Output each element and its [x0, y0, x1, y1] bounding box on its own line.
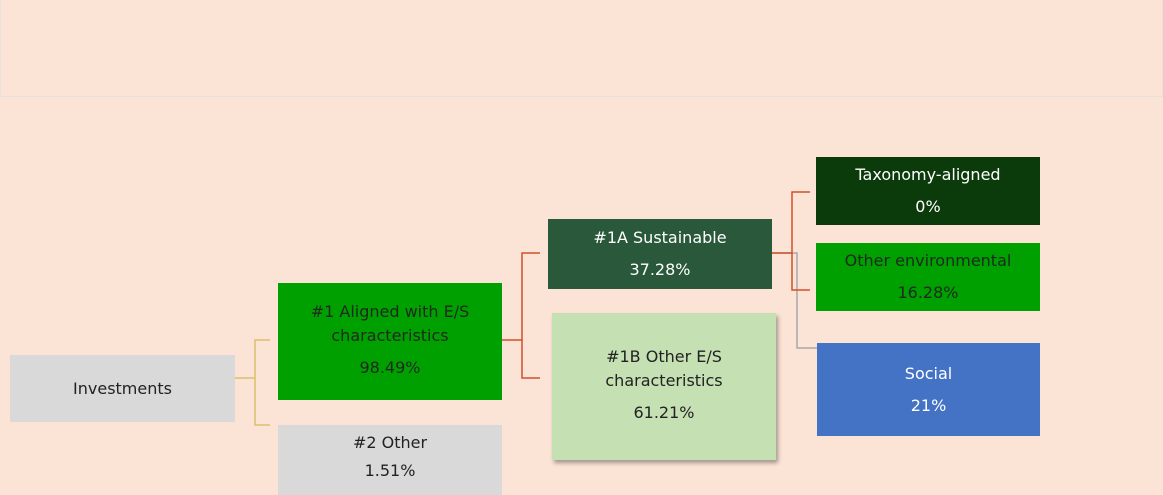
node-value: 1.51% — [364, 461, 416, 480]
node-label: #1A Sustainable — [593, 228, 727, 247]
connector — [791, 253, 810, 291]
node-value: 37.28% — [629, 260, 691, 279]
node-taxonomy: Taxonomy-aligned 0% — [816, 157, 1040, 225]
connector — [254, 339, 270, 426]
node-social: Social 21% — [817, 343, 1040, 436]
node-label: Other environmental — [844, 251, 1012, 270]
node-label: #1 Aligned with E/S characteristics — [310, 301, 470, 345]
node-label: Social — [904, 363, 953, 383]
node-value: 16.28% — [897, 283, 959, 302]
connector — [772, 191, 810, 254]
node-other-es: #1B Other E/S characteristics 61.21% — [552, 313, 776, 460]
node-value: 0% — [915, 197, 941, 216]
connector — [502, 252, 540, 341]
node-investments: Investments — [10, 355, 235, 422]
node-label: Taxonomy-aligned — [855, 165, 1001, 184]
node-other: #2 Other 1.51% — [278, 425, 502, 495]
node-label: #1B Other E/S characteristics — [605, 346, 723, 390]
node-value: 98.49% — [359, 357, 421, 377]
node-sustainable: #1A Sustainable 37.28% — [548, 219, 772, 289]
node-label: #2 Other — [352, 433, 428, 452]
node-other-environmental: Other environmental 16.28% — [816, 243, 1040, 311]
node-value: 21% — [910, 395, 947, 415]
connector — [772, 252, 817, 349]
node-aligned: #1 Aligned with E/S characteristics 98.4… — [278, 283, 502, 400]
node-value: 61.21% — [633, 402, 695, 422]
node-label: Investments — [73, 378, 172, 398]
connector — [521, 340, 540, 379]
